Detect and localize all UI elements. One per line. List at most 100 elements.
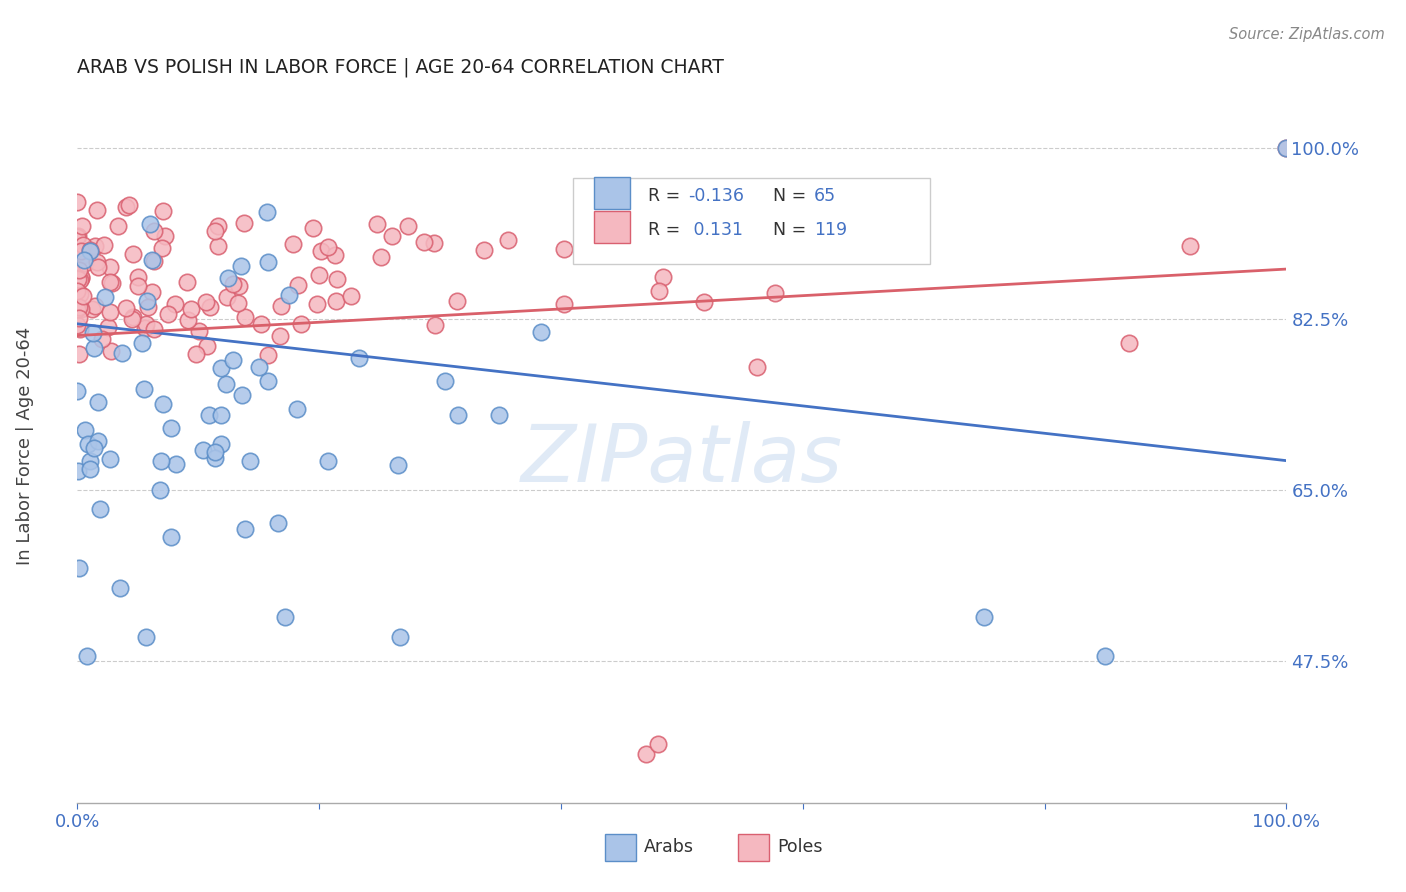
Point xyxy=(69,270,91,285)
Point xyxy=(370,250,392,264)
Point xyxy=(100,277,122,291)
Point xyxy=(66,230,89,244)
Point xyxy=(160,530,183,544)
Point xyxy=(693,294,716,309)
Point xyxy=(165,297,187,311)
Point xyxy=(530,325,553,339)
Point xyxy=(69,287,91,301)
Point xyxy=(488,409,510,423)
Point xyxy=(134,382,156,396)
Point xyxy=(413,235,436,249)
Text: 65: 65 xyxy=(814,187,835,205)
Point xyxy=(323,248,346,262)
Point xyxy=(66,384,89,399)
Point xyxy=(118,198,141,212)
Text: R =: R = xyxy=(648,187,686,205)
Point xyxy=(973,610,995,624)
Point xyxy=(222,277,245,291)
Point xyxy=(150,241,173,255)
Point xyxy=(257,348,280,362)
Point xyxy=(142,224,165,238)
Point xyxy=(127,278,149,293)
Point xyxy=(87,395,110,409)
Point xyxy=(665,229,688,244)
Point xyxy=(204,444,226,458)
Point xyxy=(152,397,174,411)
Point xyxy=(82,326,104,340)
Point xyxy=(111,346,134,360)
Point xyxy=(87,260,110,274)
Point xyxy=(256,204,278,219)
Point xyxy=(423,235,446,250)
Point xyxy=(191,442,214,457)
Point xyxy=(1094,649,1116,664)
Point xyxy=(76,649,98,664)
Text: Arabs: Arabs xyxy=(644,838,695,856)
FancyBboxPatch shape xyxy=(593,177,630,209)
Point xyxy=(269,329,291,343)
Point xyxy=(176,275,198,289)
Point xyxy=(228,279,250,293)
Point xyxy=(84,299,107,313)
Text: Source: ZipAtlas.com: Source: ZipAtlas.com xyxy=(1229,27,1385,42)
Point xyxy=(180,302,202,317)
Point xyxy=(69,273,91,287)
Point xyxy=(73,252,96,267)
Point xyxy=(84,238,107,252)
Point xyxy=(135,317,157,331)
Text: -0.136: -0.136 xyxy=(688,187,744,205)
Point xyxy=(217,270,239,285)
Point xyxy=(745,360,768,375)
Text: ZIPatlas: ZIPatlas xyxy=(520,421,844,500)
Point xyxy=(186,347,208,361)
Point xyxy=(229,259,252,273)
Point xyxy=(121,311,143,326)
Point xyxy=(233,310,256,324)
Point xyxy=(433,375,456,389)
Point xyxy=(150,453,173,467)
Point xyxy=(72,289,94,303)
Point xyxy=(366,217,388,231)
Point xyxy=(553,297,575,311)
Point xyxy=(290,318,312,332)
Point xyxy=(209,409,232,423)
Point xyxy=(66,284,89,298)
Point xyxy=(89,502,111,516)
Point xyxy=(153,228,176,243)
Point xyxy=(634,747,657,761)
Point xyxy=(127,269,149,284)
Point xyxy=(305,297,328,311)
Point xyxy=(222,353,245,368)
Point xyxy=(122,247,145,261)
Point xyxy=(114,301,136,315)
Point xyxy=(98,451,121,466)
Point xyxy=(209,437,232,451)
Point xyxy=(69,301,91,316)
Text: 119: 119 xyxy=(814,221,846,239)
Point xyxy=(215,376,238,391)
Point xyxy=(66,228,89,243)
Point xyxy=(66,318,89,333)
Point xyxy=(94,290,117,304)
Point xyxy=(100,344,122,359)
Point xyxy=(138,301,160,315)
Point xyxy=(257,255,280,269)
Point xyxy=(652,269,675,284)
Point xyxy=(1275,141,1298,155)
Point xyxy=(143,254,166,268)
Point xyxy=(69,310,91,325)
Point xyxy=(66,302,89,317)
Point xyxy=(98,275,121,289)
Point xyxy=(108,581,131,595)
Point xyxy=(207,238,229,252)
Point xyxy=(689,214,711,228)
Point xyxy=(195,339,218,353)
Point xyxy=(553,242,575,256)
FancyBboxPatch shape xyxy=(593,211,630,243)
Point xyxy=(347,351,370,366)
Point xyxy=(152,204,174,219)
Point xyxy=(231,388,253,402)
Point xyxy=(325,293,347,308)
Point xyxy=(389,630,412,644)
Point xyxy=(316,454,339,468)
